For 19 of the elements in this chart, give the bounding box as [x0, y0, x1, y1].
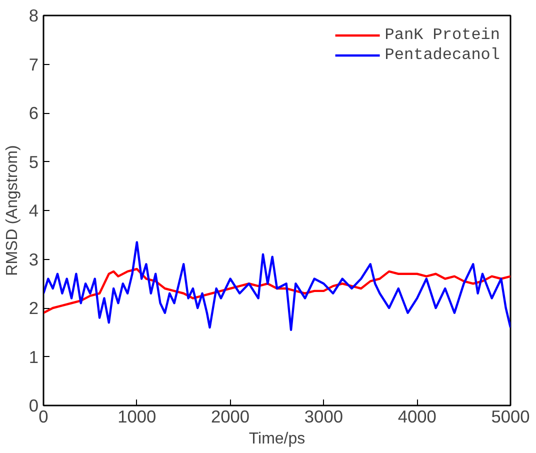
y-axis-title: RMSD (Angstrom) — [4, 145, 21, 276]
x-axis-title: Time/ps — [248, 430, 306, 448]
x-tick-label: 5000 — [491, 406, 530, 426]
x-tick-label: 2000 — [211, 406, 250, 426]
y-tick-label: 5 — [28, 152, 39, 172]
line-series — [44, 241, 510, 332]
y-tick-label: 2 — [28, 298, 39, 318]
y-tick-label: 3 — [28, 249, 39, 270]
line-series — [44, 268, 510, 314]
y-tick-label: 4 — [28, 200, 39, 220]
y-tick-label: 1 — [28, 346, 39, 367]
y-tick-label: 6 — [28, 103, 39, 123]
x-tick-label: 4000 — [398, 406, 436, 426]
y-tick-label: 8 — [28, 6, 39, 26]
legend-label: PanK Protein — [384, 26, 500, 44]
legend-label: Pentadecanol — [384, 46, 500, 64]
x-tick-label: 3000 — [304, 406, 343, 426]
y-tick-label: 7 — [28, 54, 39, 74]
x-tick-label: 1000 — [118, 406, 156, 426]
